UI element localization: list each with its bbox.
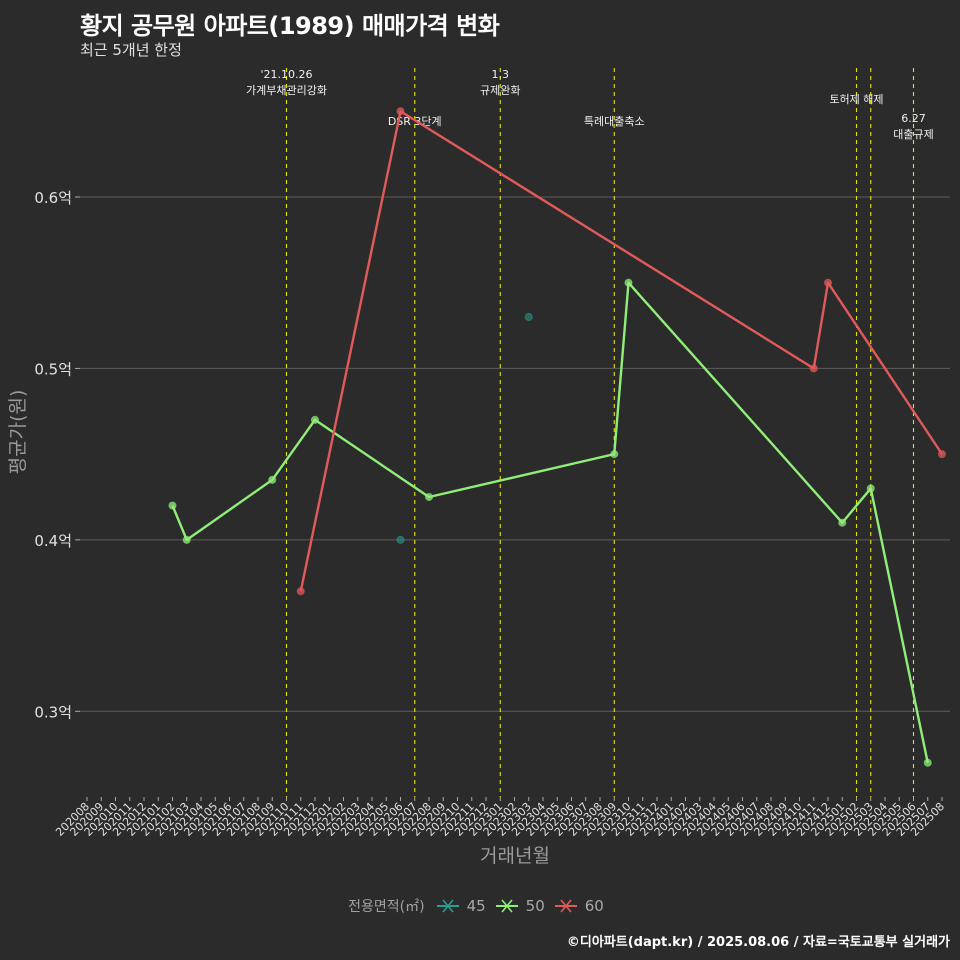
event-label: 규제완화 [480, 84, 520, 97]
series-lines [171, 110, 943, 763]
data-point-60 [937, 450, 947, 459]
chart-title: 황지 공무원 아파트(1989) 매매가격 변화 [80, 12, 500, 40]
legend: 전용면적(㎡) 45 50 60 [0, 896, 960, 916]
data-point-45 [524, 312, 533, 322]
data-point-50 [838, 518, 847, 527]
data-point-60 [396, 107, 405, 116]
legend-label-60: 60 [584, 897, 604, 915]
y-tick-label: 0.3억 [34, 703, 72, 721]
legend-key-45-icon [436, 899, 459, 913]
data-point-45 [396, 535, 405, 544]
event-label: 1.3 [492, 68, 510, 81]
series-line-50 [171, 281, 929, 763]
grid-lines [80, 196, 950, 712]
data-points [168, 107, 947, 767]
legend-item-50: 50 [494, 896, 545, 916]
data-point-50 [923, 758, 932, 767]
legend-item-60: 60 [553, 896, 604, 916]
y-tick-label: 0.4억 [34, 532, 72, 550]
data-point-50 [610, 450, 619, 459]
source-caption: ©디아파트(dapt.kr) / 2025.08.06 / 자료=국토교통부 실… [566, 935, 950, 950]
data-point-60 [296, 587, 305, 596]
data-point-50 [168, 501, 177, 510]
event-label: 특례대출축소 [584, 115, 645, 128]
legend-label-50: 50 [525, 897, 545, 915]
data-point-50 [866, 484, 875, 493]
legend-title: 전용면적(㎡) [348, 899, 425, 915]
legend-item-45: 45 [435, 896, 486, 916]
data-point-50 [268, 475, 277, 484]
x-axis-ticks: 2020082020092020102020112020122021012021… [53, 797, 947, 839]
y-tick-label: 0.5억 [34, 360, 72, 378]
data-point-60 [823, 278, 833, 287]
event-label: 토허제 해제 [829, 92, 883, 106]
data-point-50 [310, 415, 320, 424]
legend-key-50-icon [495, 899, 518, 913]
y-axis-title: 평균가(원) [7, 390, 29, 475]
event-label: 6.27 [901, 112, 926, 125]
event-label: 대출규제 [893, 128, 933, 141]
data-point-60 [809, 364, 818, 373]
data-point-50 [624, 278, 633, 287]
data-point-50 [182, 535, 191, 544]
event-label: 가계부채관리강화 [246, 84, 327, 97]
legend-key-60-icon [554, 899, 577, 913]
y-tick-label: 0.6억 [34, 189, 72, 207]
event-label: '21.10.26 [260, 68, 312, 81]
data-point-50 [424, 492, 434, 502]
y-axis-ticks: 0.3억 0.4억 0.5억 0.6억 [34, 189, 80, 721]
x-axis-title: 거래년월 [480, 845, 550, 867]
chart-subtitle: 최근 5개년 한정 [80, 41, 182, 59]
legend-label-45: 45 [466, 897, 486, 915]
